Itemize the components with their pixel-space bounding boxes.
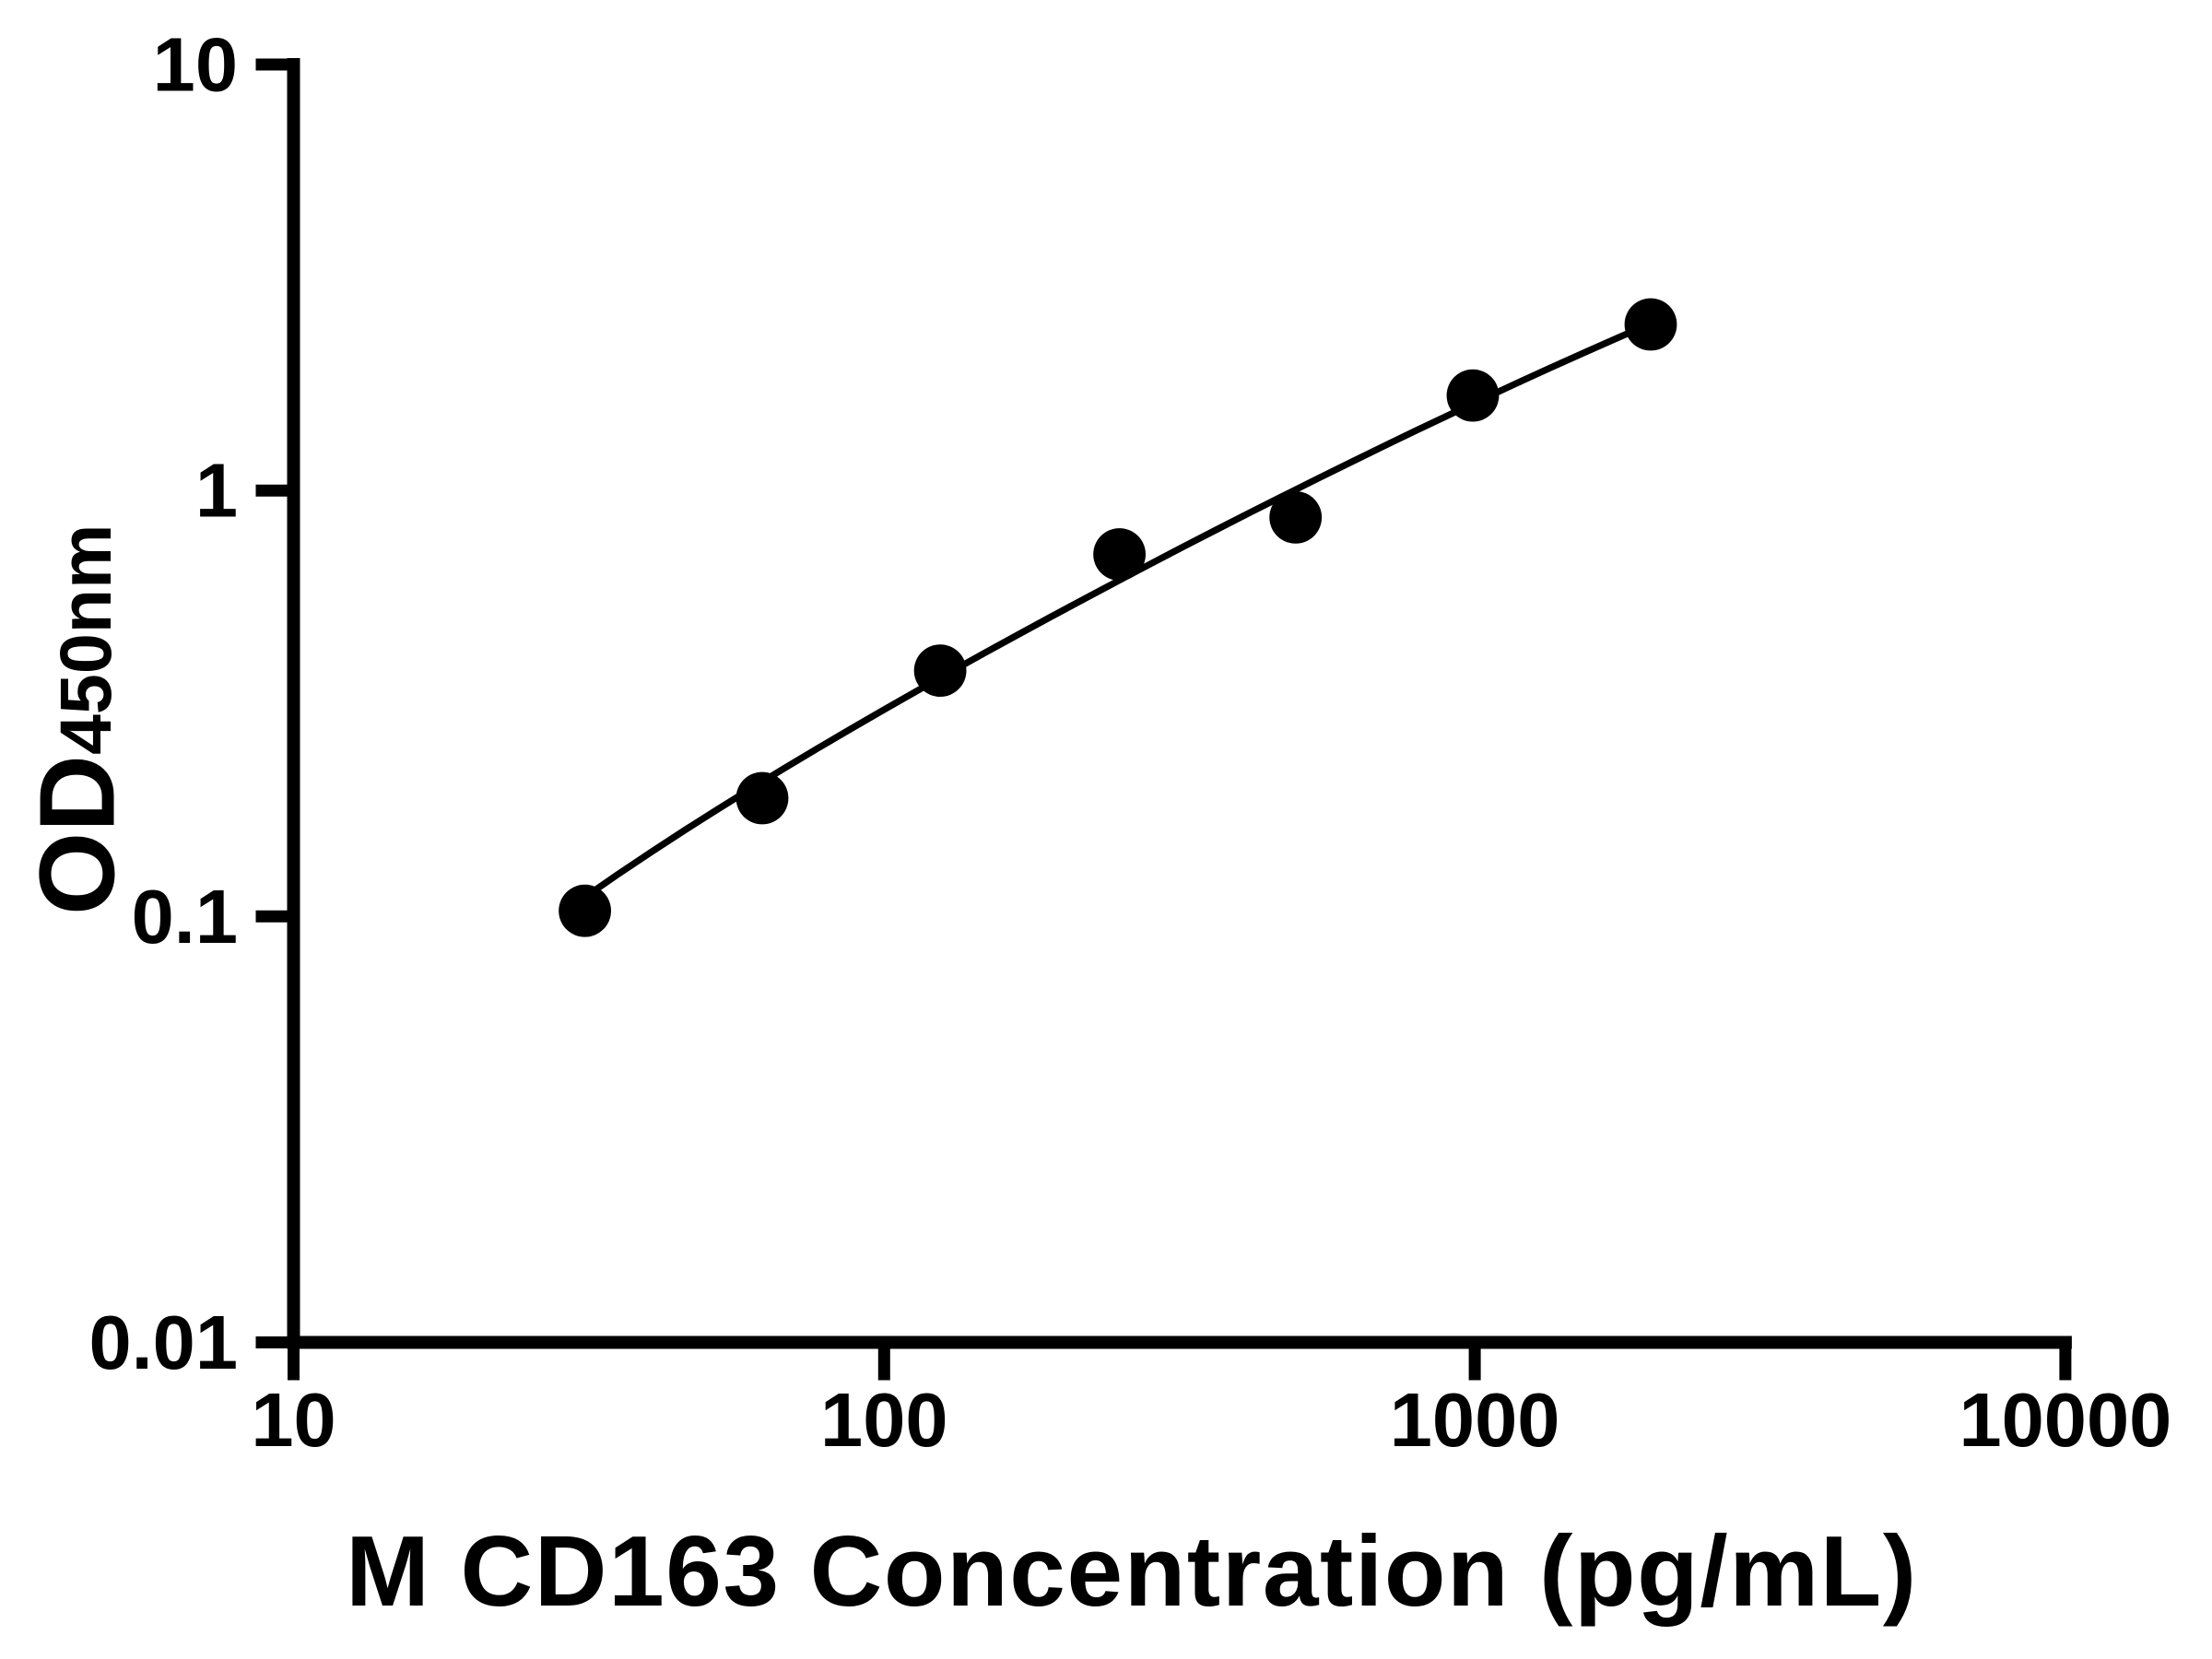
svg-text:0.01: 0.01 bbox=[88, 1300, 238, 1385]
svg-text:10: 10 bbox=[153, 22, 238, 108]
svg-text:0.1: 0.1 bbox=[132, 874, 238, 959]
svg-text:M CD163 Concentration (pg/mL): M CD163 Concentration (pg/mL) bbox=[346, 1515, 1918, 1628]
svg-text:1: 1 bbox=[195, 448, 238, 534]
svg-text:1000: 1000 bbox=[1390, 1377, 1560, 1463]
svg-text:100: 100 bbox=[820, 1377, 947, 1463]
svg-text:10: 10 bbox=[251, 1377, 335, 1463]
svg-text:10000: 10000 bbox=[1959, 1377, 2171, 1463]
